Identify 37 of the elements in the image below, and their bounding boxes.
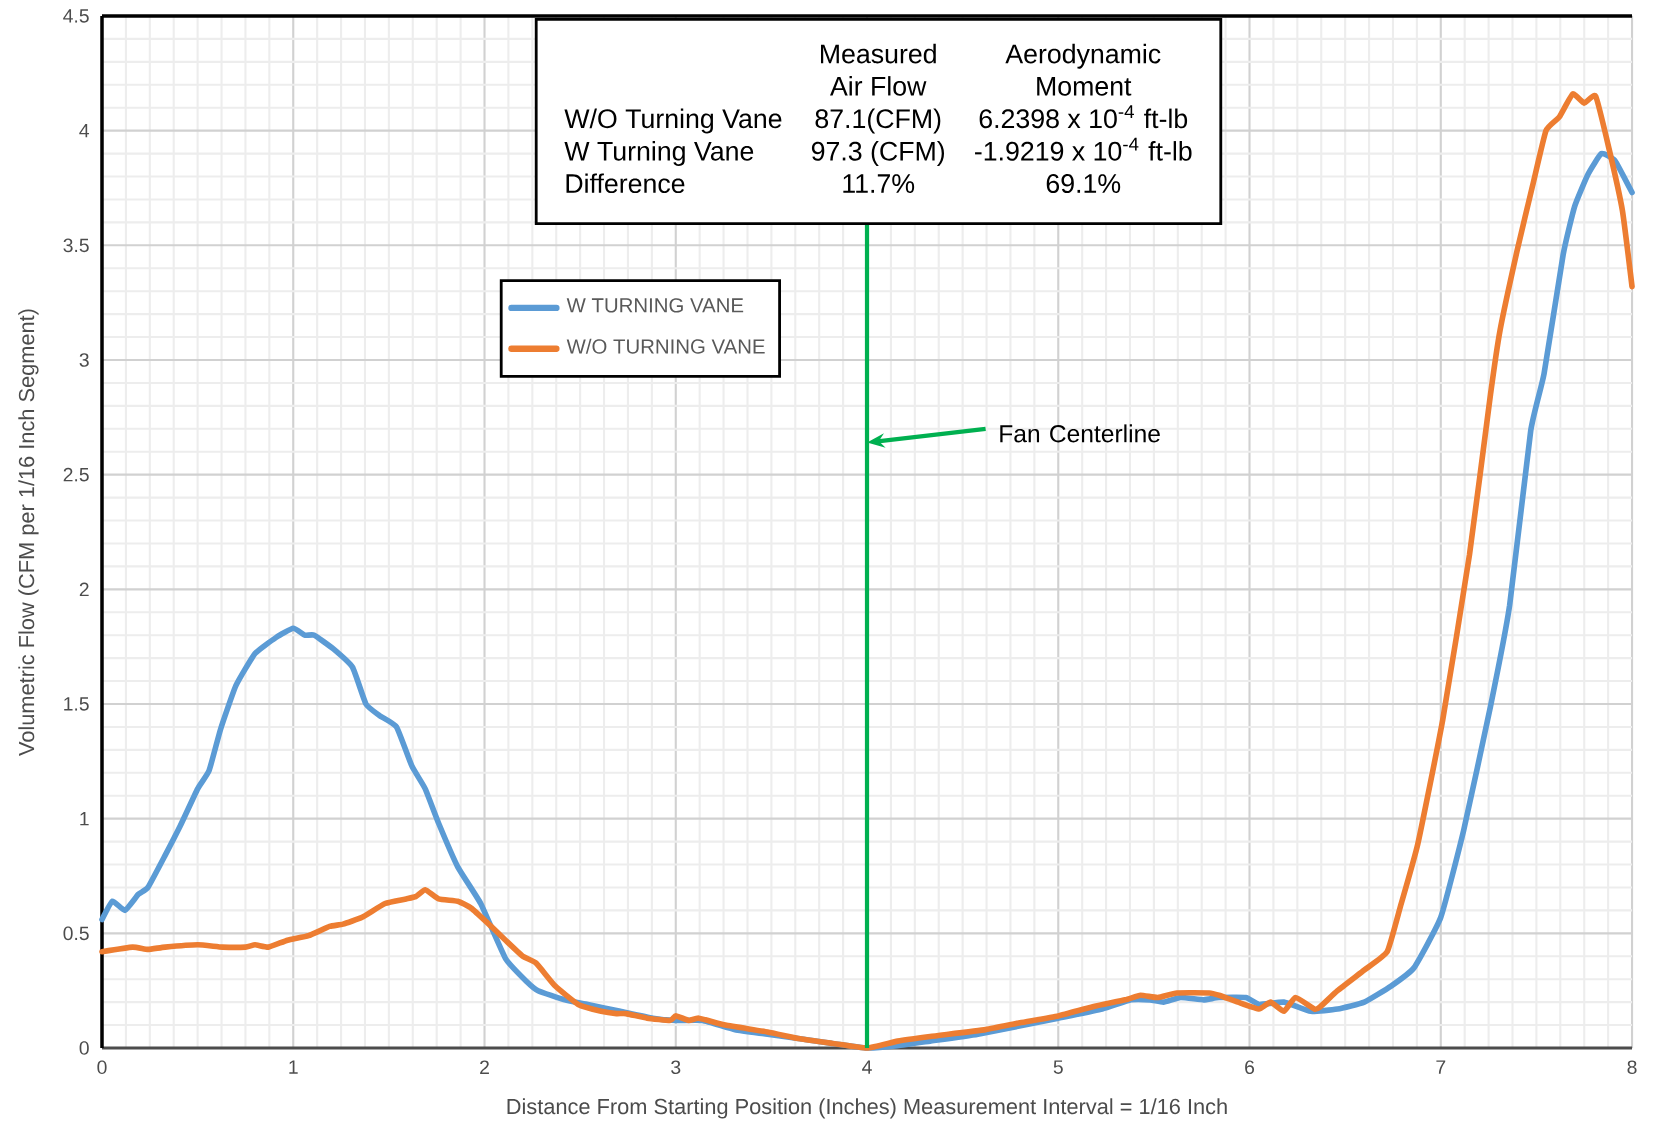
annotation: 87.1(CFM) (815, 108, 941, 134)
y-tick-label: 2 (79, 582, 89, 597)
x-tick-label: 2 (480, 1060, 489, 1074)
x-tick-label: 7 (1436, 1060, 1446, 1074)
x-tick-label: 4 (862, 1060, 872, 1074)
y-axis-title: Volumetric Flow (CFM per 1/16 Inch Segment) (18, 309, 39, 756)
annotation: Moment (1037, 77, 1132, 96)
legend-label: W TURNING VANE (566, 298, 744, 313)
x-tick-label: 6 (1245, 1060, 1255, 1075)
annotation: 6.2398 x 10$^{-4}$ ft-lb (979, 105, 1188, 129)
x-tick-label: 1 (289, 1060, 298, 1074)
x-tick-label: 8 (1627, 1060, 1637, 1075)
y-tick-label: 3.5 (63, 238, 89, 253)
ref-line-label: Fan Centerline (1000, 424, 1160, 443)
y-tick-label: 1 (80, 812, 89, 826)
legend-label: W/O TURNING VANE (566, 338, 765, 354)
y-tick-label: 3 (79, 353, 89, 367)
annotation: Difference (566, 173, 685, 194)
y-tick-label: 4.5 (63, 9, 89, 23)
x-tick-label: 3 (671, 1060, 681, 1075)
y-tick-label: 1.5 (64, 697, 89, 711)
x-tick-label: 0 (97, 1060, 107, 1075)
annotation: W/O Turning Vane (564, 108, 782, 134)
annotation: 69.1% (1046, 174, 1121, 194)
y-tick-label: 4 (79, 124, 90, 138)
annotation: Aerodynamic (1005, 43, 1161, 69)
annotation: 11.7% (843, 174, 915, 193)
annotation: W Turning Vane (564, 141, 754, 166)
annotation: Measured (821, 43, 936, 64)
y-tick-label: 0.5 (63, 926, 89, 941)
y-tick-label: 2.5 (63, 467, 89, 482)
x-axis-title: Distance From Starting Position (Inches) Measurement Interval = 1/16 Inch (507, 1098, 1227, 1119)
annotation: 97.3 (CFM) (811, 141, 945, 166)
x-tick-label: 5 (1053, 1060, 1063, 1074)
annotation: -1.9219 x 10$^{-4}$ ft-lb (975, 137, 1192, 161)
y-tick-label: 0 (79, 1041, 89, 1055)
annotation: Air Flow (830, 76, 927, 96)
